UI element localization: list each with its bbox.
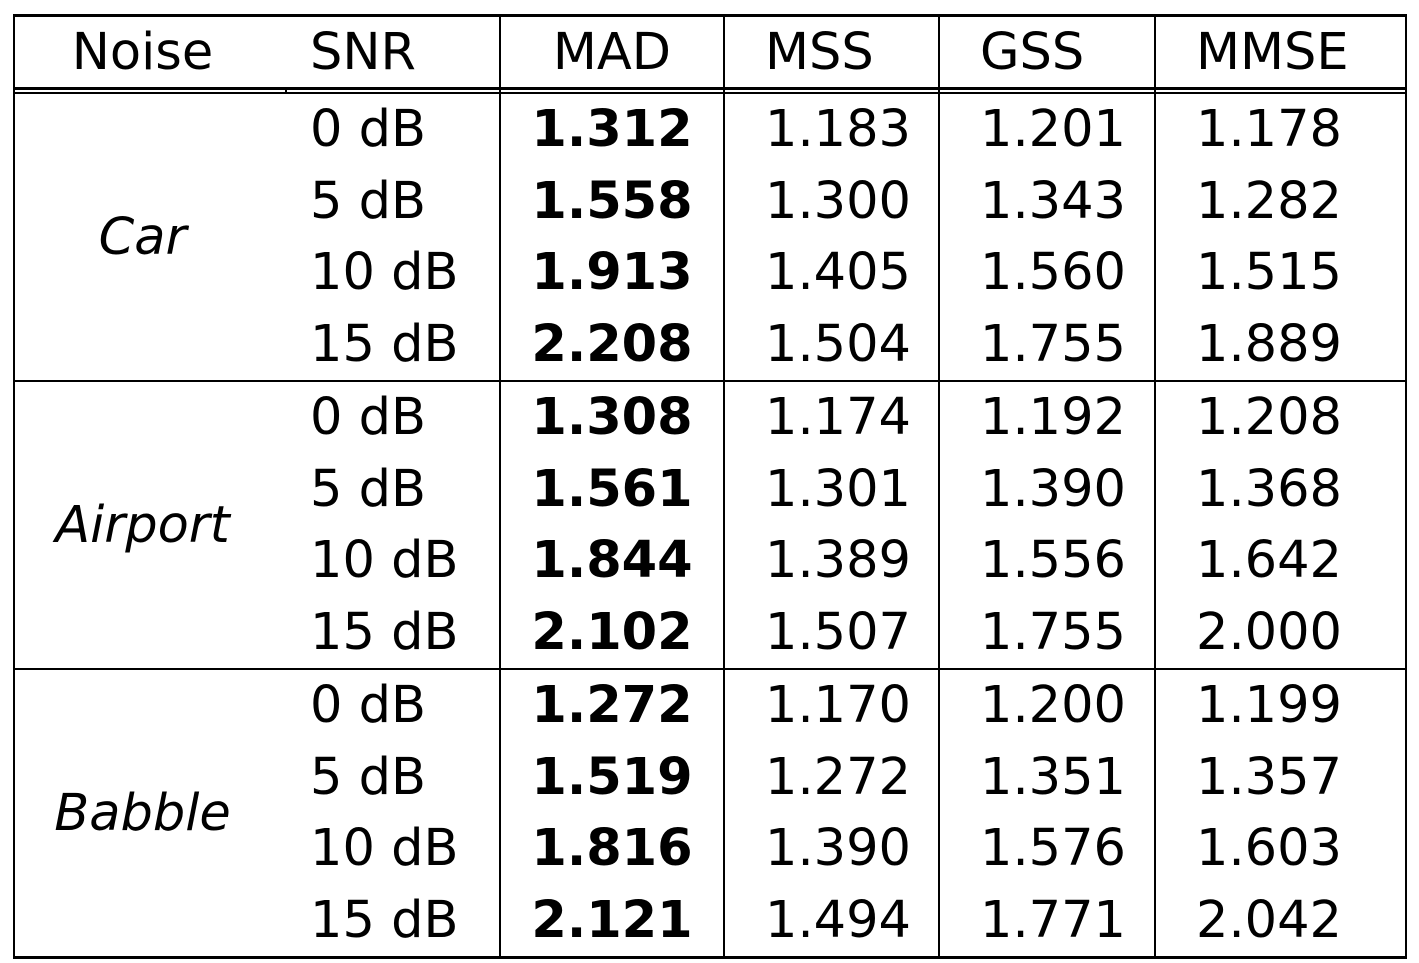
table-row: 10 dB 1.844 1.389 1.556 1.642 [14, 525, 1407, 597]
table-row: 5 dB 1.519 1.272 1.351 1.357 [14, 741, 1407, 813]
mmse-value-cell: 1.208 [1155, 381, 1407, 454]
gss-value-cell: 1.192 [939, 381, 1156, 454]
table-row: 15 dB 2.121 1.494 1.771 2.042 [14, 884, 1407, 959]
table-row: 5 dB 1.561 1.301 1.390 1.368 [14, 453, 1407, 525]
mad-value-cell: 1.816 [500, 813, 725, 885]
mmse-value-cell: 1.603 [1155, 813, 1407, 885]
mss-value-cell: 1.272 [724, 741, 940, 813]
mad-value-cell: 1.308 [500, 381, 725, 454]
noise-type-label: Airport [13, 381, 286, 670]
results-table-container: Noise SNR MAD MSS GSS MMSE Car 0 dB 1.312 1… [13, 14, 1407, 959]
table-row: 10 dB 1.816 1.390 1.576 1.603 [14, 813, 1407, 885]
mmse-value-cell: 1.178 [1155, 93, 1407, 166]
gss-value-cell: 1.343 [939, 165, 1156, 237]
mss-value-cell: 1.170 [724, 669, 940, 742]
mss-value-cell: 1.300 [724, 165, 940, 237]
column-header-mad: MAD [500, 14, 725, 90]
gss-value-cell: 1.556 [939, 525, 1156, 597]
column-header-gss: GSS [939, 14, 1156, 90]
mad-value-cell: 2.102 [500, 596, 725, 670]
snr-cell: 15 dB [286, 596, 501, 670]
mad-value-cell: 2.121 [500, 884, 725, 959]
snr-cell: 0 dB [286, 93, 501, 166]
snr-cell: 10 dB [286, 237, 501, 309]
snr-cell: 15 dB [286, 884, 501, 959]
mss-value-cell: 1.174 [724, 381, 940, 454]
mss-value-cell: 1.405 [724, 237, 940, 309]
gss-value-cell: 1.755 [939, 308, 1156, 382]
mss-value-cell: 1.494 [724, 884, 940, 959]
table-row: Car 0 dB 1.312 1.183 1.201 1.178 [13, 93, 1407, 382]
mmse-value-cell: 2.000 [1155, 596, 1407, 670]
header-rule-cell [938, 88, 1156, 94]
mad-value-cell: 1.561 [500, 453, 725, 525]
table-row: 15 dB 2.208 1.504 1.755 1.889 [14, 308, 1407, 382]
mss-value-cell: 1.301 [724, 453, 940, 525]
column-header-snr: SNR [286, 14, 501, 90]
mmse-value-cell: 1.357 [1155, 741, 1407, 813]
mad-value-cell: 1.913 [500, 237, 725, 309]
header-row: Noise SNR MAD MSS GSS MMSE [13, 14, 1407, 90]
snr-cell: 5 dB [286, 453, 501, 525]
column-header-mss: MSS [724, 14, 940, 90]
snr-cell: 5 dB [286, 165, 501, 237]
header-double-rule [13, 88, 1407, 94]
mmse-value-cell: 1.199 [1155, 669, 1407, 742]
noise-type-label: Babble [13, 669, 286, 959]
mss-value-cell: 1.390 [724, 813, 940, 885]
gss-value-cell: 1.771 [939, 884, 1156, 959]
mmse-value-cell: 1.889 [1155, 308, 1407, 382]
column-header-noise: Noise [13, 14, 286, 90]
mmse-value-cell: 1.515 [1155, 237, 1407, 309]
gss-value-cell: 1.576 [939, 813, 1156, 885]
header-rule-cell [499, 88, 725, 94]
mmse-value-cell: 1.282 [1155, 165, 1407, 237]
header-rule-cell [1154, 88, 1407, 94]
snr-cell: 0 dB [286, 669, 501, 742]
mss-value-cell: 1.507 [724, 596, 940, 670]
gss-value-cell: 1.755 [939, 596, 1156, 670]
mad-value-cell: 1.272 [500, 669, 725, 742]
mad-value-cell: 2.208 [500, 308, 725, 382]
gss-value-cell: 1.200 [939, 669, 1156, 742]
table-body: Car 0 dB 1.312 1.183 1.201 1.178 5 dB 1.558 1.30… [13, 93, 1407, 959]
column-header-mmse: MMSE [1155, 14, 1407, 90]
mad-value-cell: 1.844 [500, 525, 725, 597]
mmse-value-cell: 1.368 [1155, 453, 1407, 525]
results-table: Noise SNR MAD MSS GSS MMSE Car 0 dB 1.312 1… [13, 14, 1407, 959]
gss-value-cell: 1.390 [939, 453, 1156, 525]
snr-cell: 10 dB [286, 525, 501, 597]
mss-value-cell: 1.389 [724, 525, 940, 597]
snr-cell: 10 dB [286, 813, 501, 885]
header-rule-cell [723, 88, 940, 94]
snr-cell: 15 dB [286, 308, 501, 382]
snr-cell: 5 dB [286, 741, 501, 813]
gss-value-cell: 1.560 [939, 237, 1156, 309]
header-rule-cell [13, 88, 287, 94]
mad-value-cell: 1.558 [500, 165, 725, 237]
table-row: Airport 0 dB 1.308 1.174 1.192 1.208 [13, 381, 1407, 670]
mad-value-cell: 1.312 [500, 93, 725, 166]
table-row: 15 dB 2.102 1.507 1.755 2.000 [14, 596, 1407, 670]
mss-value-cell: 1.183 [724, 93, 940, 166]
table-row: 5 dB 1.558 1.300 1.343 1.282 [14, 165, 1407, 237]
gss-value-cell: 1.351 [939, 741, 1156, 813]
gss-value-cell: 1.201 [939, 93, 1156, 166]
noise-type-label: Car [13, 93, 286, 382]
table-row: 10 dB 1.913 1.405 1.560 1.515 [14, 237, 1407, 309]
mmse-value-cell: 2.042 [1155, 884, 1407, 959]
mmse-value-cell: 1.642 [1155, 525, 1407, 597]
snr-cell: 0 dB [286, 381, 501, 454]
table-row: Babble 0 dB 1.272 1.170 1.200 1.199 [13, 669, 1407, 959]
header-rule-cell [285, 88, 501, 94]
mad-value-cell: 1.519 [500, 741, 725, 813]
mss-value-cell: 1.504 [724, 308, 940, 382]
